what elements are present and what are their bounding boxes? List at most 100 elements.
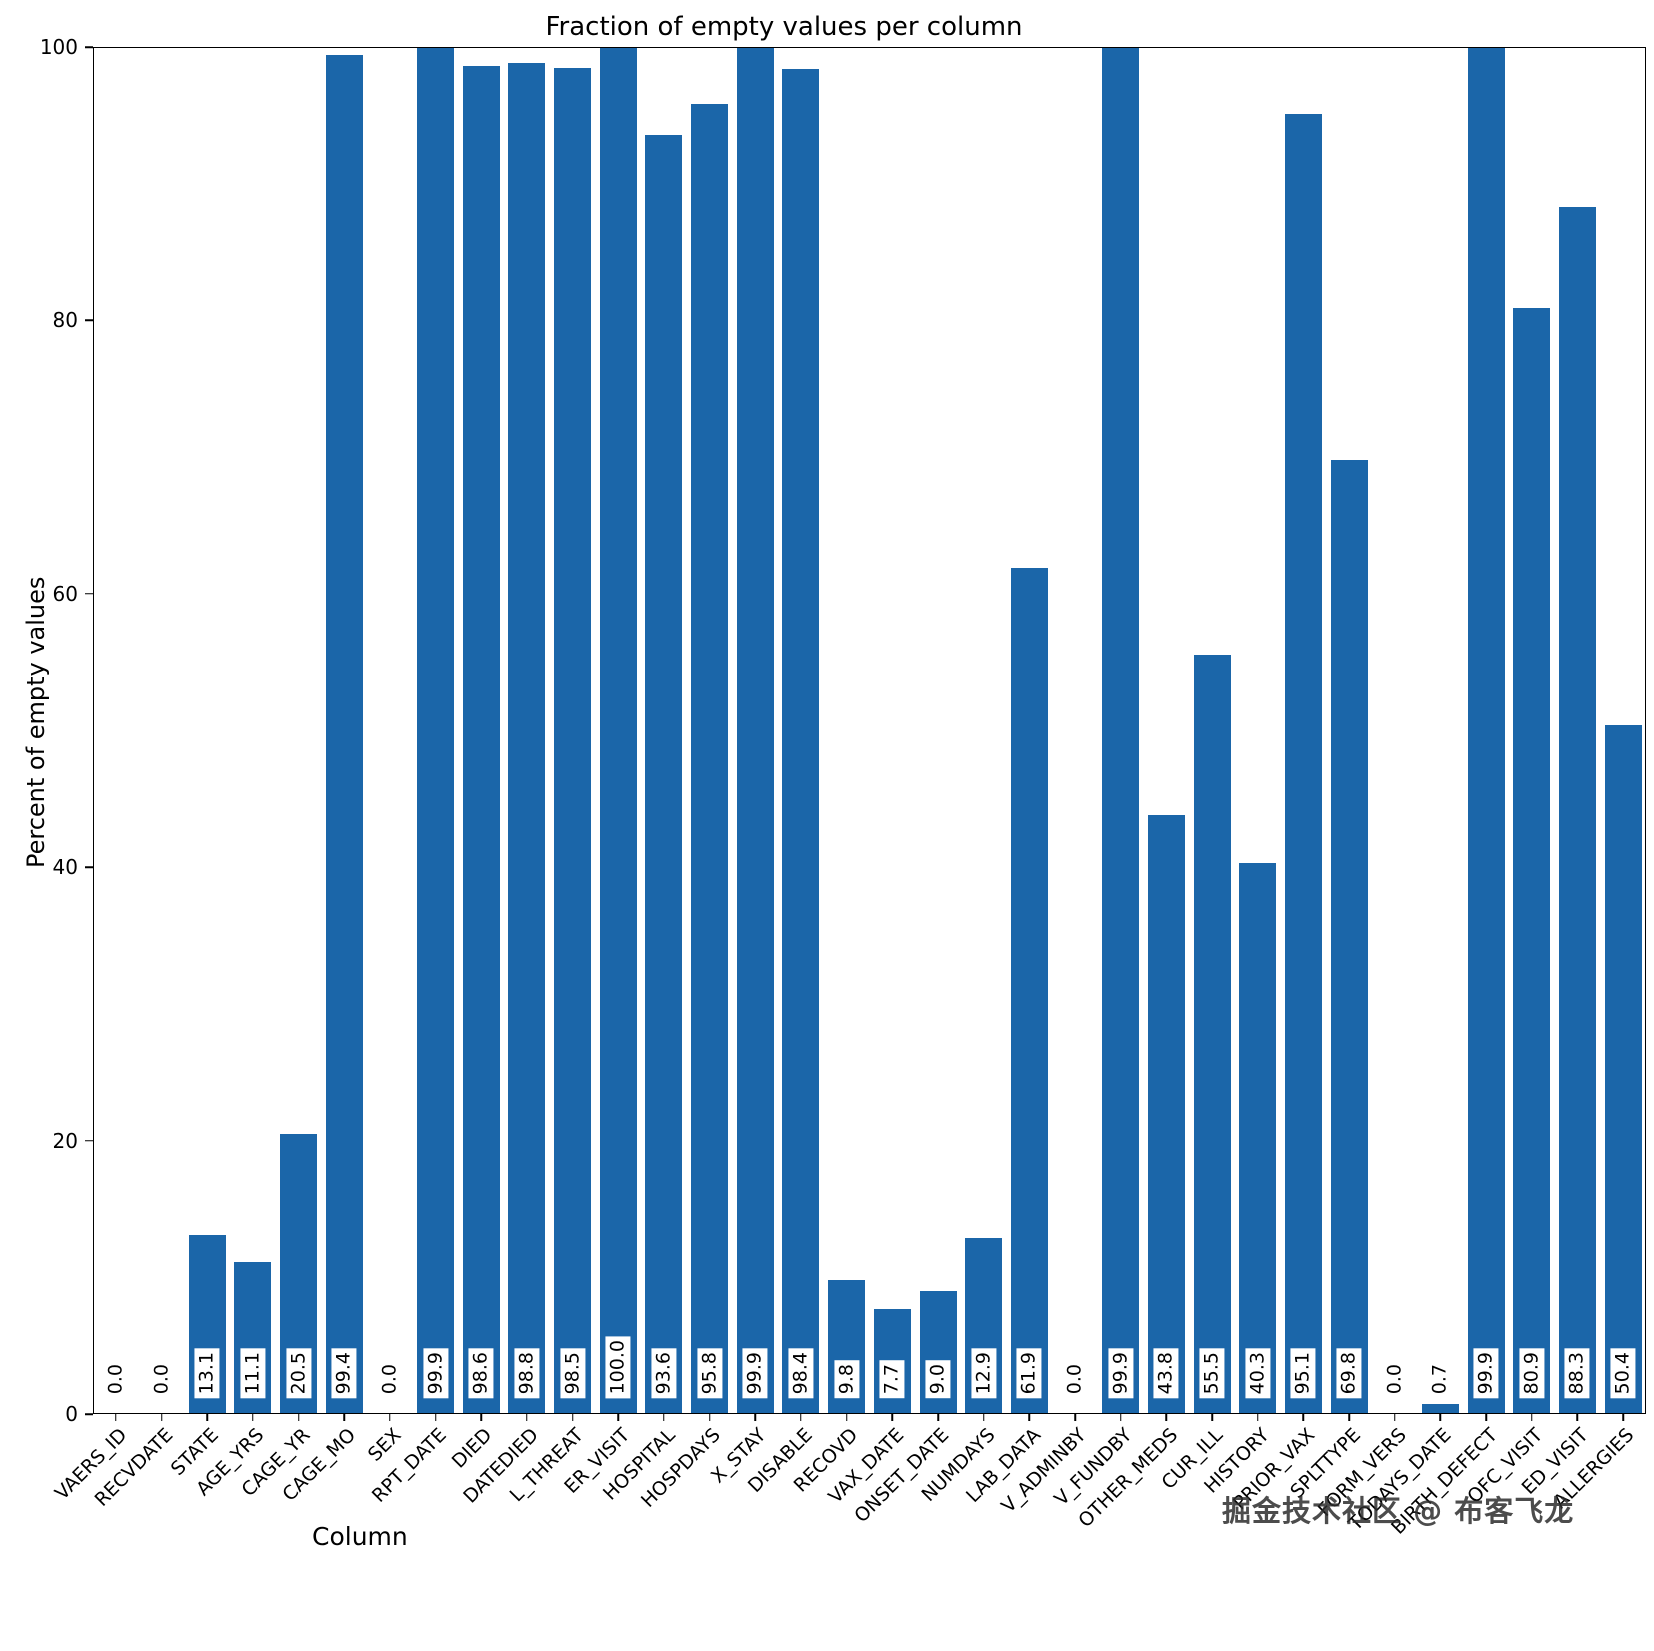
x-tick-mark [160,1414,163,1421]
x-tick-mark [1576,1414,1579,1421]
bar-value-label: 61.9 [1016,1347,1042,1398]
y-tick-label: 0 [65,1402,78,1426]
bar-value-label: 0.0 [1062,1359,1088,1398]
x-tick-mark [1622,1414,1624,1421]
bar-value-label: 80.9 [1519,1347,1545,1398]
bar-value-label: 9.8 [834,1359,860,1398]
x-tick-mark [1302,1414,1305,1421]
x-tick-mark [617,1414,620,1421]
x-tick-mark [526,1414,528,1421]
bar-value-label: 12.9 [971,1347,997,1398]
bar [736,48,774,1414]
bar-value-label: 11.1 [240,1347,266,1398]
bar [691,104,729,1414]
x-tick-mark [343,1414,345,1421]
bar-value-label: 9.0 [925,1359,951,1398]
bar [1193,655,1231,1414]
bar-value-label: 43.8 [1153,1347,1179,1398]
bar [325,55,363,1414]
bar [508,63,546,1414]
bar [1010,567,1048,1414]
x-tick-mark [1165,1414,1168,1421]
x-tick-mark [1028,1414,1031,1421]
bar [462,66,500,1414]
bar-value-label: 98.5 [560,1347,586,1398]
plot-area: 0.0 0.0 13.1 11.1 20.5 99.4 0.0 99.9 98.6 98.8 98.… [93,47,1646,1414]
bar-value-label: 98.6 [468,1347,494,1398]
bar-value-label: 40.3 [1245,1347,1271,1398]
x-tick-mark [1439,1414,1442,1421]
x-tick-mark [708,1414,711,1421]
x-tick-mark [1394,1414,1396,1421]
y-tick-mark [85,593,93,595]
y-tick-mark [85,1139,93,1142]
bar-value-label: 99.4 [331,1347,357,1398]
x-tick-mark [297,1414,300,1421]
bar [1604,725,1642,1414]
bar-value-label: 50.4 [1610,1347,1636,1398]
y-tick-mark [85,866,93,868]
x-tick-mark [434,1414,437,1421]
bar-value-label: 99.9 [423,1347,449,1398]
y-tick-label: 40 [52,855,78,880]
y-tick-label: 100 [39,35,78,59]
bar [554,67,592,1414]
bar [782,68,820,1414]
y-tick-mark [85,46,93,48]
bar-value-label: 95.1 [1290,1347,1316,1398]
x-tick-mark [252,1414,254,1421]
watermark: 掘金技术社区 @ 布客飞龙 [1222,1494,1575,1528]
x-tick-mark [1257,1414,1259,1421]
bar-value-label: 20.5 [286,1347,311,1398]
bar [1558,206,1596,1414]
x-tick-mark [1485,1414,1487,1421]
y-tick-label: 80 [52,308,78,333]
bar-value-label: 99.9 [1108,1347,1134,1398]
x-tick-mark [206,1414,208,1421]
bar-value-label: 88.3 [1565,1347,1590,1398]
bar [1330,459,1368,1414]
x-tick-mark [1211,1414,1213,1421]
x-tick-mark [1348,1414,1350,1421]
y-tick-label: 20 [52,1128,78,1153]
y-tick-label: 60 [52,581,78,606]
bar-value-label: 98.8 [514,1347,540,1398]
x-axis-label: Column [312,1522,408,1551]
bar-value-label: 0.0 [149,1359,174,1398]
bar [1147,815,1185,1414]
x-tick-mark [1074,1414,1076,1421]
bar [599,47,637,1414]
x-tick-mark [754,1414,757,1421]
bar [417,48,455,1414]
y-tick-mark [85,319,93,322]
x-tick-mark [845,1414,848,1421]
bar-value-label: 69.8 [1336,1347,1362,1398]
x-tick-mark [663,1414,665,1421]
bar-value-label: 99.9 [742,1347,768,1398]
bar-value-label: 95.8 [697,1347,723,1398]
y-tick-mark [85,1413,93,1415]
bar-value-label: 93.6 [651,1347,677,1398]
bar-value-label: 0.7 [1428,1359,1453,1398]
bar-value-label: 100.0 [605,1335,631,1398]
bar-value-label: 7.7 [879,1359,905,1398]
x-tick-mark [1119,1414,1122,1421]
bar [1421,1404,1459,1414]
x-tick-mark [800,1414,802,1421]
x-tick-mark [891,1414,894,1421]
x-tick-mark [982,1414,985,1421]
bar-value-label: 0.0 [1382,1359,1408,1398]
x-tick-mark [115,1414,117,1421]
x-tick-mark [389,1414,391,1421]
bar [1513,308,1551,1414]
bar-value-label: 0.0 [377,1359,403,1398]
bar-value-label: 0.0 [103,1359,129,1398]
bar [1284,113,1322,1414]
bar-value-label: 99.9 [1473,1347,1499,1398]
x-tick-mark [571,1414,574,1421]
bar [1239,863,1277,1414]
bar [645,134,683,1414]
x-tick-mark [937,1414,939,1421]
